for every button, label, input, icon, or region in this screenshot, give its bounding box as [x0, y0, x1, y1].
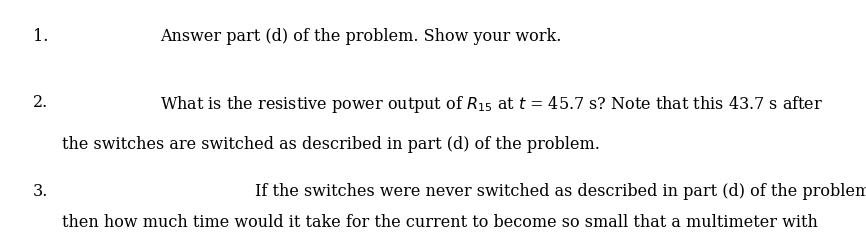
Text: What is the resistive power output of $R_{15}$ at $t$ = 45.7 s? Note that this 4: What is the resistive power output of $R… [160, 94, 824, 115]
Text: the switches are switched as described in part (d) of the problem.: the switches are switched as described i… [62, 136, 600, 153]
Text: Answer part (d) of the problem. Show your work.: Answer part (d) of the problem. Show you… [160, 28, 561, 45]
Text: 3.: 3. [33, 183, 48, 200]
Text: then how much time would it take for the current to become so small that a multi: then how much time would it take for the… [62, 214, 818, 231]
Text: 1.: 1. [33, 28, 48, 45]
Text: If the switches were never switched as described in part (d) of the problem,: If the switches were never switched as d… [255, 183, 866, 200]
Text: 2.: 2. [33, 94, 48, 111]
